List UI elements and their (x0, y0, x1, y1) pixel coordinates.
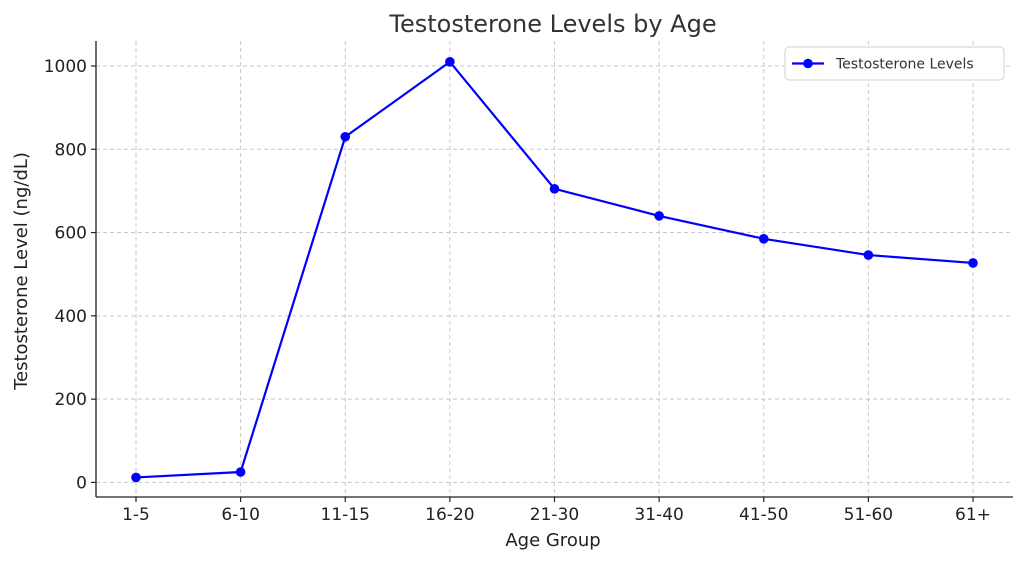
data-point (758, 234, 769, 244)
x-tick-label: 61+ (955, 505, 991, 525)
y-tick-label: 600 (55, 224, 87, 244)
x-tick-label: 41-50 (739, 505, 788, 525)
y-tick-label: 800 (55, 140, 87, 160)
grid-lines (96, 41, 1013, 497)
data-point (340, 131, 351, 142)
y-tick-label: 400 (55, 307, 87, 327)
data-point (654, 211, 664, 221)
legend-box (784, 46, 1005, 81)
y-tick-label: 0 (76, 473, 87, 493)
data-point (235, 467, 246, 477)
x-tick-label: 1-5 (122, 505, 150, 525)
chart-title: Testosterone Levels by Age (388, 10, 716, 38)
y-axis-label: Testosterone Level (ng/dL) (11, 152, 32, 391)
x-axis-label: Age Group (505, 530, 600, 551)
x-tick-label: 16-20 (425, 505, 474, 525)
y-tick-label: 200 (55, 390, 87, 410)
x-tick-label: 11-15 (321, 505, 370, 525)
data-point (131, 472, 141, 483)
x-tick-label: 51-60 (844, 505, 893, 525)
data-point (549, 184, 560, 194)
data-point (863, 250, 874, 260)
legend-marker (803, 58, 813, 69)
x-tick-label: 6-10 (221, 505, 260, 525)
data-point (445, 57, 455, 67)
axis-ticks: 1-5 6-10 11-15 16-20 21-30 31-40 41-50 51-60 61+… (44, 57, 991, 525)
x-tick-label: 21-30 (530, 505, 579, 525)
series-layer (131, 57, 978, 483)
x-tick-label: 31-40 (634, 505, 683, 525)
legend: Testosterone Levels (784, 46, 1005, 81)
legend-label: Testosterone Levels (835, 57, 974, 73)
data-point (968, 258, 978, 268)
y-tick-label: 1000 (44, 57, 87, 77)
